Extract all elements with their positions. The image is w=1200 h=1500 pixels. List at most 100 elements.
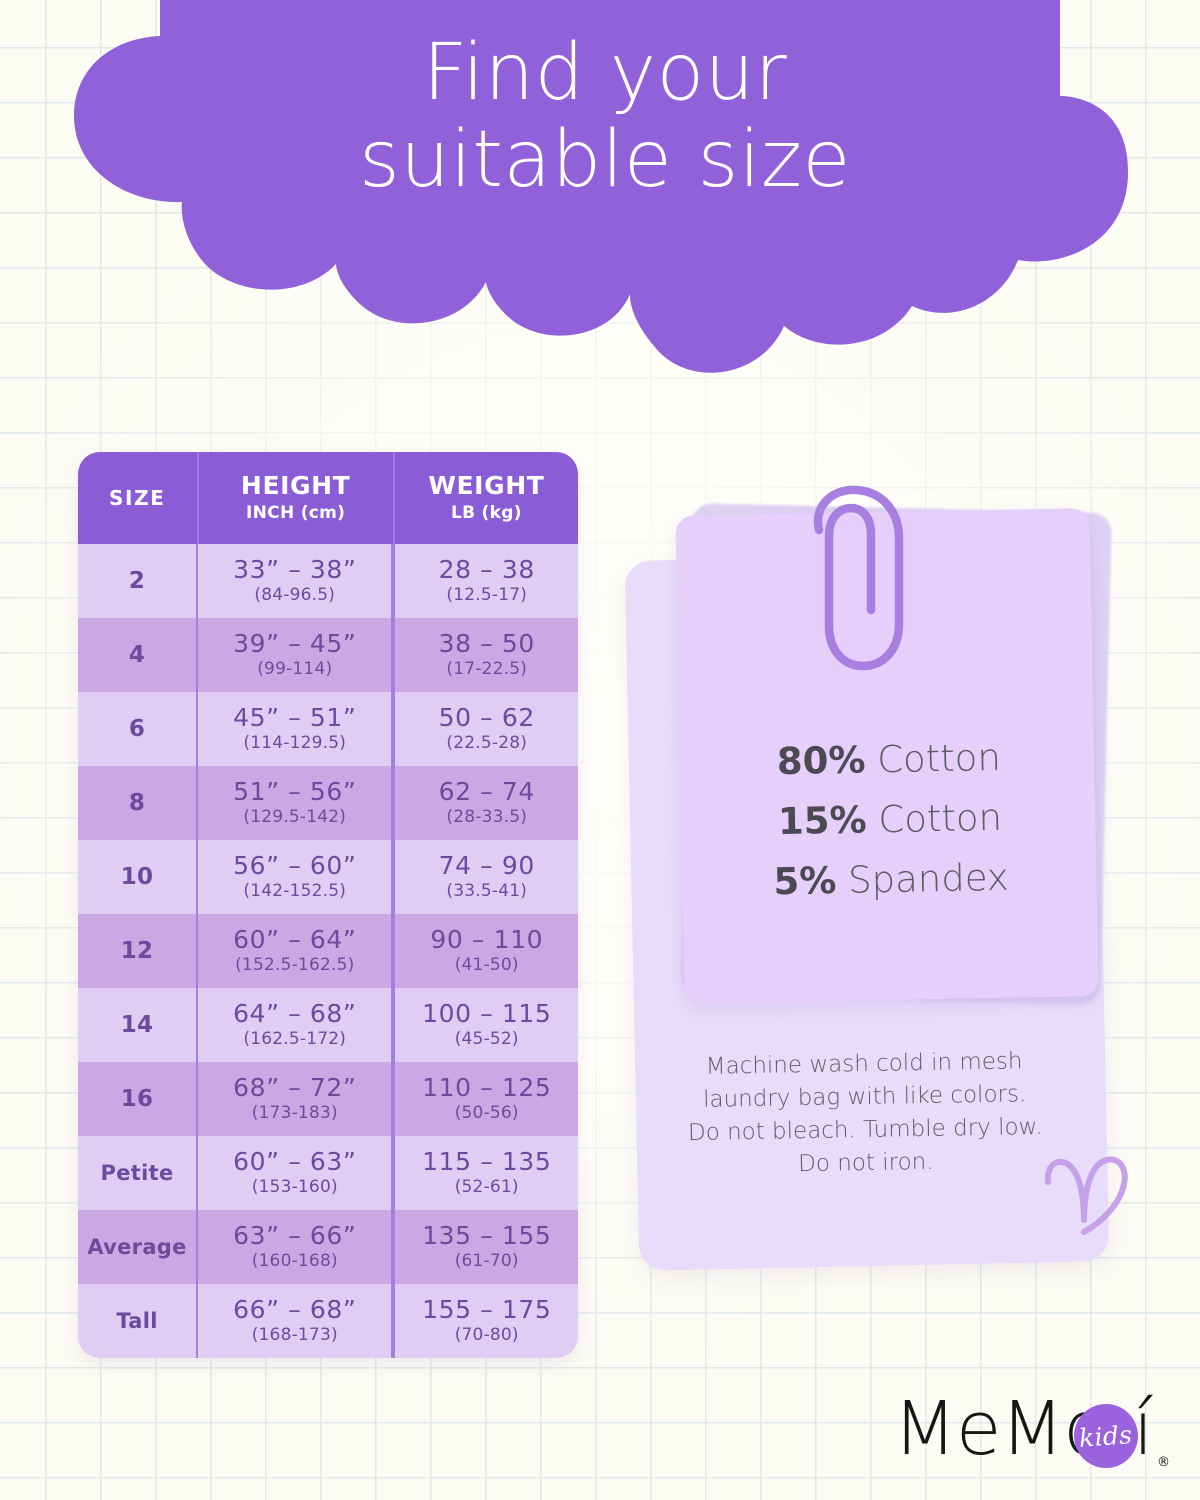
cell-height-inch: 60” – 64” xyxy=(233,924,357,954)
cell-weight-lb: 90 – 110 xyxy=(430,924,544,954)
cell-weight: 62 – 74 (28-33.5) xyxy=(393,766,578,840)
cell-size-label: 8 xyxy=(128,790,146,816)
brand-logo: MeMo xyxy=(893,1392,1143,1488)
table-row: 10 56” – 60” (142-152.5) 74 – 90 (33.5-41) xyxy=(78,840,578,914)
cell-weight-kg: (28-33.5) xyxy=(446,807,528,828)
fabric-composition-list: 80% Cotton 15% Cotton 5% Spandex xyxy=(698,726,1081,913)
cell-weight-kg: (17-22.5) xyxy=(446,659,528,680)
logo-wordmark: MeMo xyxy=(893,1386,1108,1472)
cell-height-cm: (173-183) xyxy=(251,1103,338,1124)
cell-height-inch: 51” – 56” xyxy=(233,776,357,806)
cell-weight-kg: (33.5-41) xyxy=(446,881,528,902)
cell-weight-lb: 155 – 175 xyxy=(422,1294,552,1324)
cell-size-label: 16 xyxy=(120,1086,154,1112)
cell-height: 68” – 72” (173-183) xyxy=(196,1062,394,1136)
cell-weight-lb: 38 – 50 xyxy=(438,628,535,658)
cell-size-label: Average xyxy=(87,1235,187,1259)
kids-badge-label: kids xyxy=(1078,1419,1134,1453)
cell-weight: 28 – 38 (12.5-17) xyxy=(393,544,578,618)
cell-height-inch: 64” – 68” xyxy=(233,998,357,1028)
cell-height-cm: (162.5-172) xyxy=(243,1029,347,1050)
table-row: 8 51” – 56” (129.5-142) 62 – 74 (28-33.5) xyxy=(78,766,578,840)
column-header-height-sub: INCH (cm) xyxy=(246,502,346,523)
cell-height: 66” – 68” (168-173) xyxy=(196,1284,394,1358)
cell-size: Tall xyxy=(78,1284,196,1358)
cell-height-cm: (99-114) xyxy=(257,659,333,680)
care-instructions: Machine wash cold in mesh laundry bag wi… xyxy=(687,1048,1043,1178)
cell-size: Petite xyxy=(78,1136,196,1210)
cloud-banner xyxy=(0,0,1200,396)
cell-size: 2 xyxy=(78,544,196,618)
cell-height: 56” – 60” (142-152.5) xyxy=(196,840,394,914)
cell-weight-kg: (52-61) xyxy=(454,1177,519,1198)
cell-height-inch: 63” – 66” xyxy=(233,1220,357,1250)
cell-size-label: 12 xyxy=(120,938,154,964)
kids-badge: kids xyxy=(1074,1404,1138,1468)
cell-weight: 155 – 175 (70-80) xyxy=(393,1284,578,1358)
table-body: 2 33” – 38” (84-96.5) 28 – 38 (12.5-17) 4 39” … xyxy=(78,544,578,1358)
cell-weight-lb: 110 – 125 xyxy=(422,1072,552,1102)
paperclip-icon xyxy=(795,484,925,674)
cell-weight-kg: (41-50) xyxy=(454,955,519,976)
heart-icon xyxy=(1036,1148,1141,1253)
cell-size: 12 xyxy=(78,914,196,988)
page-title: Find your suitable size xyxy=(359,28,851,206)
cell-weight-kg: (61-70) xyxy=(454,1251,519,1272)
column-header-weight: WEIGHT LB (kg) xyxy=(395,452,578,544)
cell-weight: 74 – 90 (33.5-41) xyxy=(393,840,578,914)
cell-height-inch: 60” – 63” xyxy=(233,1146,357,1176)
fabric-line: 80% Cotton xyxy=(698,726,1079,793)
cell-height-cm: (114-129.5) xyxy=(243,733,347,754)
column-header-size: SIZE xyxy=(78,452,197,544)
fabric-percent: 15% xyxy=(777,798,868,844)
cell-size: 14 xyxy=(78,988,196,1062)
cell-weight: 135 – 155 (61-70) xyxy=(393,1210,578,1284)
logo-accent-letter: í xyxy=(1133,1386,1154,1472)
cell-weight-kg: (12.5-17) xyxy=(446,585,528,606)
table-row: Petite 60” – 63” (153-160) 115 – 135 (52-61) xyxy=(78,1136,578,1210)
cell-size-label: Petite xyxy=(100,1161,174,1185)
cell-size-label: 2 xyxy=(128,568,146,594)
table-row: 14 64” – 68” (162.5-172) 100 – 115 (45-52) xyxy=(78,988,578,1062)
cell-height-inch: 56” – 60” xyxy=(233,850,357,880)
cell-size: 8 xyxy=(78,766,196,840)
cell-height-inch: 66” – 68” xyxy=(233,1294,357,1324)
cell-height: 63” – 66” (160-168) xyxy=(196,1210,394,1284)
fabric-percent: 80% xyxy=(776,738,866,784)
table-row: 16 68” – 72” (173-183) 110 – 125 (50-56) xyxy=(78,1062,578,1136)
cell-weight: 50 – 62 (22.5-28) xyxy=(393,692,578,766)
cell-weight: 100 – 115 (45-52) xyxy=(393,988,578,1062)
fabric-percent: 5% xyxy=(773,858,837,904)
cell-size: 6 xyxy=(78,692,196,766)
cell-weight: 38 – 50 (17-22.5) xyxy=(393,618,578,692)
cell-size: 10 xyxy=(78,840,196,914)
cell-size: 16 xyxy=(78,1062,196,1136)
cell-weight-kg: (22.5-28) xyxy=(446,733,528,754)
cell-weight-lb: 135 – 155 xyxy=(422,1220,552,1250)
cell-weight-lb: 28 – 38 xyxy=(438,554,535,584)
fabric-material: Cotton xyxy=(876,735,1002,782)
table-row: 2 33” – 38” (84-96.5) 28 – 38 (12.5-17) xyxy=(78,544,578,618)
cell-height-inch: 33” – 38” xyxy=(233,554,357,584)
cell-size-label: 10 xyxy=(120,864,154,890)
cell-height-inch: 68” – 72” xyxy=(233,1072,357,1102)
cell-height: 45” – 51” (114-129.5) xyxy=(196,692,394,766)
cell-height: 60” – 64” (152.5-162.5) xyxy=(196,914,394,988)
cell-size: Average xyxy=(78,1210,196,1284)
column-header-size-main: SIZE xyxy=(109,485,166,510)
cell-weight-lb: 100 – 115 xyxy=(422,998,552,1028)
cell-height: 39” – 45” (99-114) xyxy=(196,618,394,692)
cell-height: 60” – 63” (153-160) xyxy=(196,1136,394,1210)
fabric-line: 15% Cotton xyxy=(699,786,1080,853)
cell-weight-lb: 74 – 90 xyxy=(438,850,535,880)
fabric-material: Cotton xyxy=(877,795,1003,842)
cell-height: 51” – 56” (129.5-142) xyxy=(196,766,394,840)
column-header-height-main: HEIGHT xyxy=(240,471,351,501)
table-row: 12 60” – 64” (152.5-162.5) 90 – 110 (41-50) xyxy=(78,914,578,988)
cell-weight-lb: 115 – 135 xyxy=(422,1146,552,1176)
cell-weight: 90 – 110 (41-50) xyxy=(393,914,578,988)
cell-size-label: 4 xyxy=(128,642,146,668)
cell-height-cm: (160-168) xyxy=(251,1251,338,1272)
column-header-height: HEIGHT INCH (cm) xyxy=(196,452,395,544)
cell-height: 33” – 38” (84-96.5) xyxy=(196,544,394,618)
